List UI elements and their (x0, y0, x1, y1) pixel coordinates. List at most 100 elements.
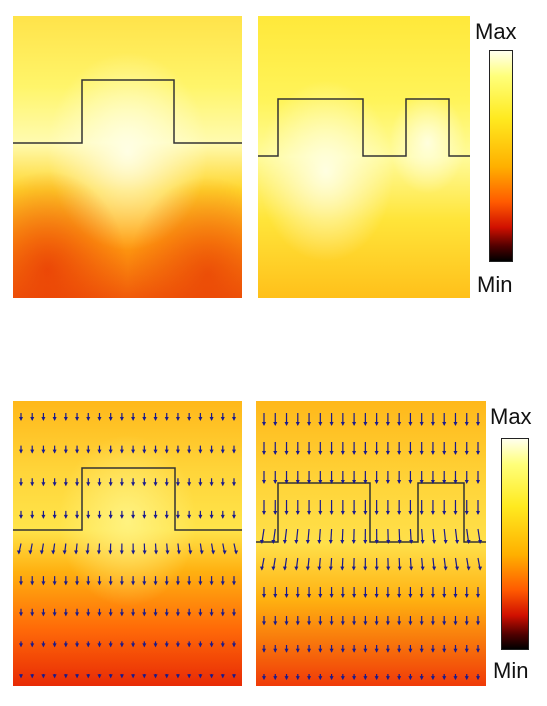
field-arrow-head (108, 449, 113, 454)
field-arrow-head (41, 643, 46, 648)
field-arrow-head (97, 674, 102, 679)
field-arrow-head (119, 581, 124, 586)
field-arrow-head (142, 449, 147, 454)
field-arrow-head (397, 511, 402, 515)
field-arrow-head (294, 566, 299, 571)
field-arrow-head (271, 540, 276, 544)
field-arrow-head (187, 612, 192, 617)
field-arrow-head (52, 643, 57, 648)
field-arrow-head (453, 451, 458, 455)
field-arrow-head (142, 674, 147, 679)
field-arrow-head (119, 514, 124, 519)
field-arrow-head (374, 676, 379, 681)
field-arrow-head (63, 514, 68, 519)
field-arrow-head (374, 422, 379, 426)
field-arrow-head (119, 674, 124, 679)
field-arrow-head (153, 643, 158, 648)
field-arrow-head (328, 566, 333, 571)
field-arrow-head (442, 511, 447, 515)
field-arrow-head (220, 514, 225, 519)
field-arrow-head (41, 482, 46, 487)
field-arrow-head (187, 417, 192, 421)
field-arrow-head (164, 482, 169, 487)
field-arrow-head (142, 612, 147, 617)
field-arrow-head (63, 417, 68, 421)
field-arrow-head (385, 451, 390, 455)
field-arrow-head (75, 449, 80, 454)
field-arrow-head (262, 480, 266, 484)
field-arrow-head (175, 643, 180, 648)
field-arrow-head (329, 480, 334, 484)
field-arrow-head (211, 550, 216, 555)
field-arrow-head (153, 449, 158, 454)
field-arrow-head (262, 451, 266, 455)
field-arrow-head (352, 480, 357, 484)
field-arrow-head (188, 550, 193, 555)
field-arrow-head (175, 417, 180, 421)
field-map-single-step-arrows (13, 401, 242, 686)
field-arrow-head (478, 540, 483, 544)
field-arrow-head (464, 511, 469, 515)
field-arrow-head (41, 514, 46, 519)
field-arrow-head (295, 648, 300, 653)
field-arrow-head (352, 648, 357, 653)
field-arrow-head (420, 566, 425, 571)
field-arrow-head (30, 417, 35, 421)
field-arrow-head (97, 449, 102, 454)
field-arrow-head (164, 581, 169, 586)
field-arrow-head (209, 514, 214, 519)
interface-line (256, 482, 486, 543)
field-arrow-head (234, 550, 239, 555)
field-arrow-head (108, 674, 113, 679)
interface-line (13, 79, 242, 144)
field-arrow-head (175, 514, 180, 519)
field-arrow-head (408, 511, 413, 515)
field-arrow-head (340, 451, 345, 455)
field-arrow-head (385, 621, 390, 626)
field-arrow-head (385, 480, 390, 484)
field-arrow-head (119, 612, 124, 617)
field-arrow-head (317, 540, 322, 544)
field-arrow-head (153, 417, 158, 421)
field-arrow-head (318, 511, 323, 515)
field-arrow-head (131, 514, 136, 519)
field-arrow-head (374, 511, 379, 515)
field-arrow-head (199, 550, 204, 555)
field-arrow-head (363, 648, 368, 653)
field-arrow-head (282, 540, 287, 544)
field-arrow-head (198, 674, 203, 679)
field-arrow-head (408, 648, 413, 653)
field-arrow-head (282, 566, 287, 571)
field-arrow-head (419, 511, 424, 515)
field-arrow-head (142, 581, 147, 586)
field-arrow-head (63, 449, 68, 454)
field-arrow-head (86, 612, 91, 617)
field-arrow-head (96, 550, 101, 555)
field-arrow-head (164, 674, 169, 679)
field-arrow-head (131, 674, 136, 679)
field-arrow-head (75, 674, 80, 679)
field-arrow-head (419, 648, 424, 653)
field-arrow-head (30, 581, 35, 586)
field-arrow-head (329, 422, 334, 426)
field-arrow-head (142, 482, 147, 487)
field-arrow-head (295, 511, 300, 515)
field-arrow-head (374, 594, 379, 598)
field-arrow-head (131, 449, 136, 454)
field-arrow-head (419, 480, 424, 484)
field-arrow-head (187, 449, 192, 454)
field-arrow-head (97, 417, 102, 421)
field-arrow-head (284, 480, 289, 484)
field-arrow-head (443, 566, 448, 571)
field-arrow-head (187, 514, 192, 519)
field-arrow-head (430, 594, 435, 598)
field-arrow-head (318, 422, 323, 426)
field-arrow-head (209, 643, 214, 648)
field-arrow-head (464, 621, 469, 626)
field-arrow-head (385, 594, 390, 598)
field-arrow-head (363, 621, 368, 626)
field-arrow-head (220, 449, 225, 454)
field-arrow-head (329, 594, 334, 598)
field-arrow-head (442, 594, 447, 598)
field-arrow-head (386, 540, 391, 544)
